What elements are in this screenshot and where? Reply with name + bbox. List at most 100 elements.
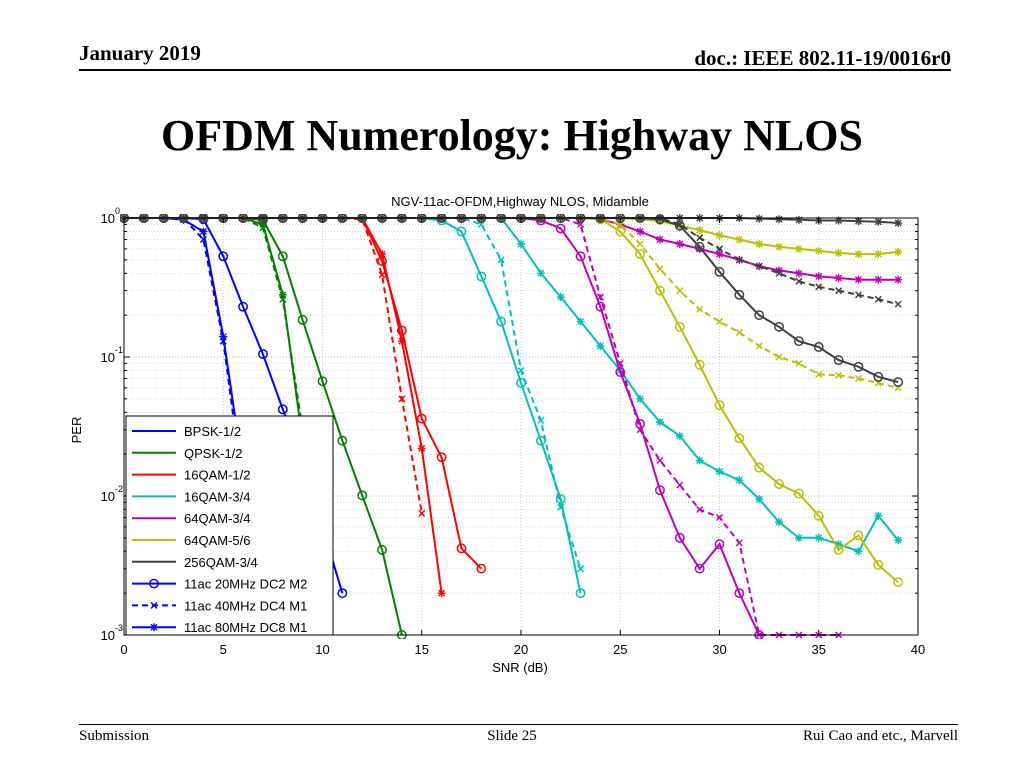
legend-label: 11ac 40MHz DC4 M1	[184, 598, 307, 613]
data-point	[576, 317, 585, 326]
series-line	[124, 217, 899, 389]
data-point	[636, 240, 644, 248]
data-point	[557, 503, 565, 511]
data-point	[714, 400, 725, 411]
y-tick-label: 10	[101, 211, 115, 226]
data-point	[555, 223, 566, 234]
data-point	[378, 250, 387, 259]
footer-divider	[79, 724, 958, 725]
data-point	[676, 287, 684, 295]
data-point	[218, 251, 229, 262]
data-point	[853, 361, 864, 372]
data-point	[775, 215, 784, 224]
data-point	[417, 444, 426, 453]
legend-entry: BPSK-1/2	[132, 424, 241, 439]
chart-title: NGV-11ac-OFDM,Highway NLOS, Midamble	[391, 194, 649, 209]
legend-label: 256QAM-3/4	[184, 555, 258, 570]
data-point	[615, 226, 626, 237]
data-point	[695, 456, 704, 465]
data-point	[734, 433, 745, 444]
data-point	[834, 274, 843, 283]
data-point	[277, 251, 288, 262]
data-point	[814, 272, 823, 281]
data-point	[874, 250, 883, 259]
data-point	[635, 249, 646, 260]
x-tick-label: 5	[220, 642, 227, 657]
data-point	[675, 240, 684, 249]
slide-title: OFDM Numerology: Highway NLOS	[161, 111, 863, 160]
y-tick-label: 10	[101, 350, 115, 365]
data-point	[596, 293, 604, 301]
data-point	[854, 547, 863, 556]
data-point	[517, 366, 525, 375]
data-point	[714, 266, 725, 277]
data-point	[754, 462, 765, 473]
data-point	[814, 246, 823, 255]
data-point	[456, 226, 467, 237]
data-point	[894, 219, 903, 228]
legend-label: 11ac 20MHz DC2 M2	[184, 577, 307, 592]
data-point	[734, 289, 745, 300]
legend-entry: 11ac 20MHz DC2 M2	[132, 577, 307, 592]
data-point	[793, 336, 804, 347]
x-axis-label: SNR (dB)	[492, 660, 548, 675]
data-point	[278, 290, 287, 299]
data-point	[497, 256, 505, 264]
data-point	[775, 353, 783, 361]
data-point	[596, 341, 605, 350]
data-point	[575, 251, 586, 262]
legend-label: 11ac 80MHz DC8 M1	[184, 620, 307, 635]
legend-entry: 64QAM-5/6	[132, 533, 250, 548]
data-point	[894, 247, 903, 256]
x-tick-label: 30	[712, 642, 726, 657]
data-point	[795, 277, 803, 285]
data-point	[456, 543, 467, 554]
data-point	[775, 266, 784, 275]
x-tick-label: 20	[514, 642, 528, 657]
data-point	[437, 589, 446, 598]
data-point	[755, 240, 764, 249]
data-point	[775, 269, 783, 277]
data-point	[297, 314, 308, 325]
data-point	[199, 227, 208, 236]
data-point	[894, 300, 902, 308]
data-point	[715, 245, 724, 253]
data-point	[675, 432, 684, 441]
data-point	[854, 291, 862, 299]
legend-label: QPSK-1/2	[184, 446, 243, 461]
data-point	[616, 359, 624, 367]
data-point	[755, 214, 764, 223]
data-point	[874, 275, 883, 284]
data-point	[794, 533, 803, 542]
data-point	[398, 395, 406, 403]
legend-entry: 256QAM-3/4	[132, 555, 258, 570]
data-point	[696, 234, 704, 242]
x-tick-label: 15	[415, 642, 429, 657]
data-point	[835, 287, 843, 295]
data-point	[833, 544, 844, 555]
data-point	[635, 418, 646, 429]
data-point	[378, 271, 386, 279]
footer-submission: Submission	[79, 728, 150, 744]
data-point	[893, 577, 904, 588]
data-point	[396, 325, 407, 336]
data-point	[377, 544, 387, 555]
y-tick-exponent: -3	[115, 623, 123, 633]
legend-entry: 11ac 40MHz DC4 M1	[132, 598, 307, 613]
data-point	[834, 249, 843, 258]
legend-entry: 11ac 80MHz DC8 M1	[132, 620, 307, 635]
legend-label: 64QAM-5/6	[184, 533, 250, 548]
legend-swatch-marker	[149, 578, 159, 589]
footer-author: Rui Cao and etc., Marvell	[803, 728, 958, 744]
data-point	[794, 215, 803, 224]
data-point	[794, 269, 803, 278]
data-point	[277, 404, 288, 415]
data-point	[853, 530, 864, 541]
data-point	[854, 375, 862, 383]
legend-label: 64QAM-3/4	[184, 511, 250, 526]
data-point	[238, 301, 249, 312]
data-point	[794, 244, 803, 253]
data-point	[815, 370, 823, 378]
